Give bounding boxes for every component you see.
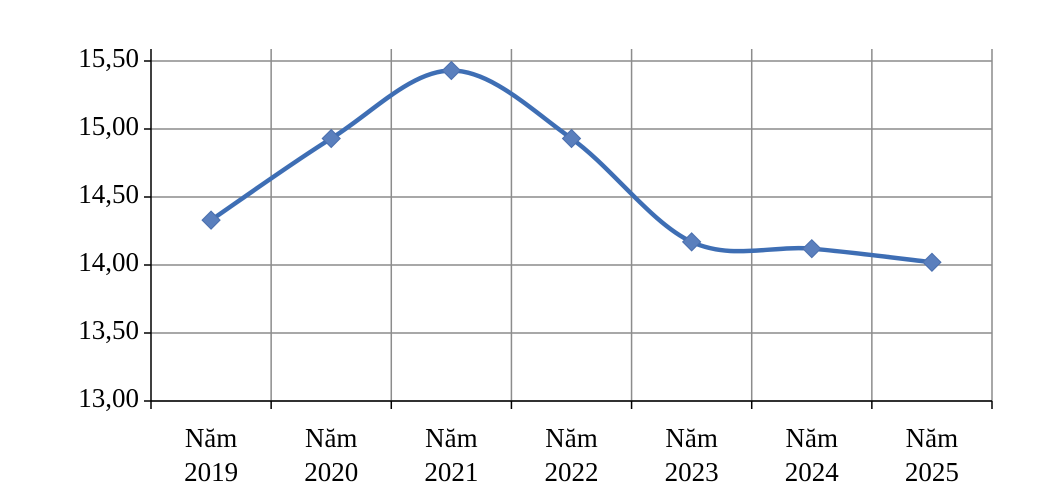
y-tick-label: 15,50 <box>78 43 139 73</box>
x-tick-label: Năm 2025 <box>904 423 959 487</box>
marker <box>321 128 341 149</box>
marker <box>441 60 462 81</box>
marker <box>922 252 942 272</box>
line <box>209 68 933 265</box>
marker <box>681 232 702 252</box>
x-tick-label: Năm 2020 <box>304 423 359 487</box>
marker <box>802 238 822 259</box>
x-tick-label: Năm 2022 <box>544 423 599 487</box>
y-tick-label: 13,00 <box>78 383 139 413</box>
y-tick-label: 14,00 <box>78 247 139 277</box>
marker <box>201 210 221 230</box>
x-tick-label: Năm 2023 <box>664 423 719 487</box>
x-tick-label: Năm 2019 <box>184 423 239 487</box>
x-tick-label: Năm 2024 <box>784 423 839 487</box>
x-tick-label: Năm 2021 <box>424 423 479 487</box>
y-tick-label: 14,50 <box>78 179 139 209</box>
y-tick-label: 15,00 <box>78 111 139 141</box>
marker <box>561 128 582 149</box>
y-tick-label: 13,50 <box>78 315 139 345</box>
